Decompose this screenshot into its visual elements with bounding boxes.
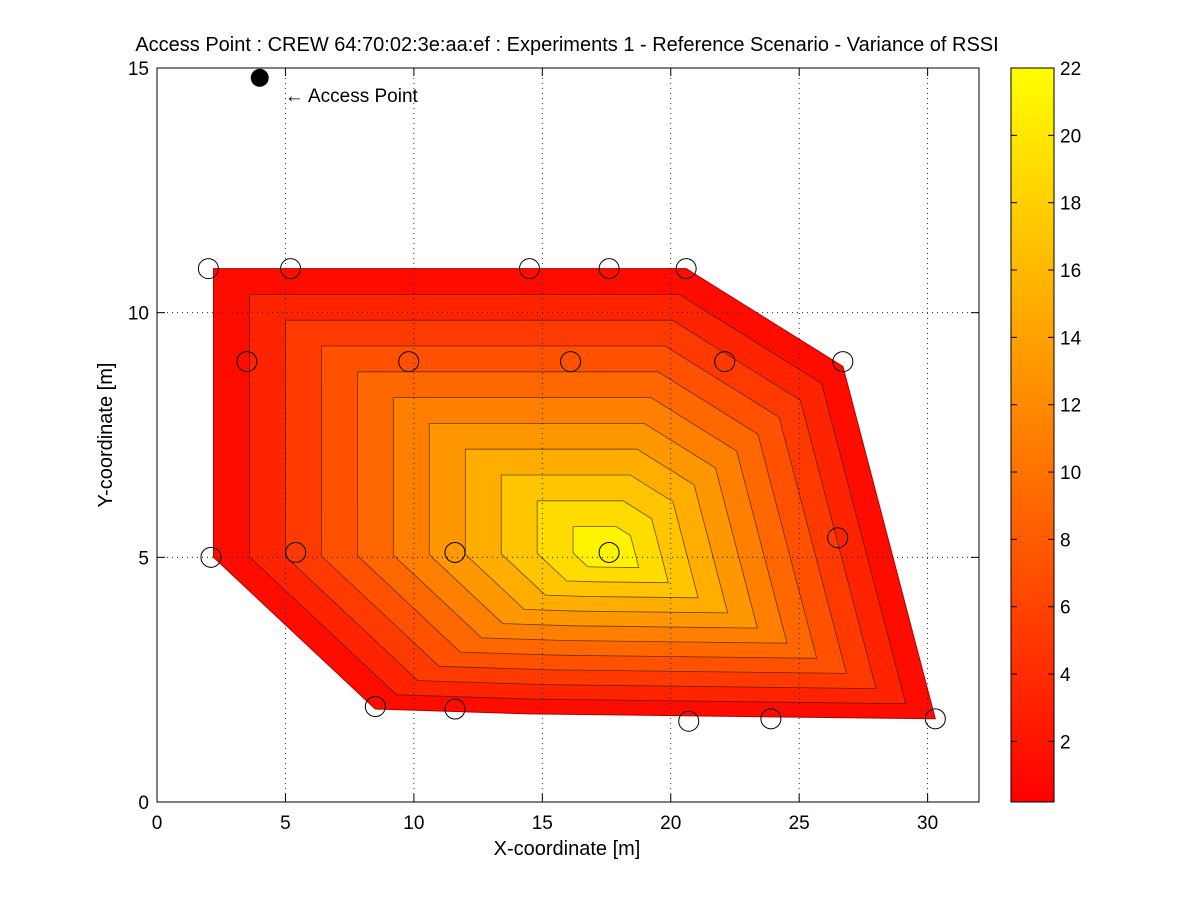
- measurement-point: [285, 541, 307, 563]
- x-tick-label: 10: [403, 813, 424, 834]
- measurement-point: [518, 258, 540, 280]
- access-point-label: ← Access Point: [285, 86, 419, 107]
- colorbar-tick-label: 2: [1060, 732, 1071, 753]
- measurement-point: [280, 258, 302, 280]
- x-tick-label: 25: [789, 813, 810, 834]
- measurement-point: [444, 541, 466, 563]
- measurement-point: [598, 541, 620, 563]
- measurement-point: [675, 258, 697, 280]
- measurement-point: [760, 708, 782, 730]
- measurement-point: [364, 696, 386, 718]
- y-tick-label: 10: [128, 304, 149, 325]
- colorbar-tick-label: 10: [1060, 463, 1081, 484]
- x-tick-label: 5: [280, 813, 291, 834]
- chart-title: Access Point : CREW 64:70:02:3e:aa:ef : …: [135, 34, 998, 56]
- region-boundary: [213, 268, 936, 720]
- colorbar-tick-label: 4: [1060, 665, 1071, 686]
- measurement-point: [832, 351, 854, 373]
- colorbar-tick-label: 18: [1060, 194, 1081, 215]
- colorbar: [1010, 67, 1055, 803]
- measurement-point: [678, 710, 700, 732]
- measurement-point: [560, 351, 582, 373]
- colorbar-tick-label: 14: [1060, 328, 1082, 349]
- colorbar-tick-label: 22: [1060, 59, 1081, 80]
- measurement-point: [444, 698, 466, 720]
- x-tick-label: 30: [917, 813, 938, 834]
- y-tick-label: 0: [138, 793, 149, 814]
- access-point-marker: [250, 68, 269, 87]
- x-axis-label: X-coordinate [m]: [494, 838, 641, 860]
- x-tick-label: 0: [152, 813, 163, 834]
- colorbar-ticks: 2 4 6 8 10 12 14 16 18 20 22: [1011, 59, 1082, 753]
- x-tick-label: 20: [660, 813, 681, 834]
- measurement-point: [197, 258, 219, 280]
- colorbar-tick-label: 20: [1060, 126, 1081, 147]
- y-tick-label: 15: [128, 59, 149, 80]
- measurement-point: [398, 351, 420, 373]
- measurement-point: [827, 527, 849, 549]
- measurement-point: [236, 351, 258, 373]
- measurement-point: [924, 708, 946, 730]
- measurement-point: [200, 546, 222, 568]
- y-tick-label: 5: [138, 548, 149, 569]
- region-outline: [213, 268, 936, 720]
- colorbar-tick-label: 12: [1060, 396, 1081, 417]
- axis-ticks: 0 5 10 15 20 25 30 0 5 10 15: [128, 59, 979, 834]
- colorbar-tick-label: 16: [1060, 261, 1081, 282]
- measurement-points: [197, 258, 946, 732]
- measurement-point: [714, 351, 736, 373]
- y-axis-label: Y-coordinate [m]: [95, 363, 117, 508]
- axes-frame: [156, 67, 980, 803]
- colorbar-tick-label: 6: [1060, 598, 1071, 619]
- contour-fill: [213, 268, 936, 719]
- colorbar-tick-label: 8: [1060, 530, 1071, 551]
- grid: [157, 68, 979, 802]
- x-tick-label: 15: [532, 813, 553, 834]
- measurement-point: [598, 258, 620, 280]
